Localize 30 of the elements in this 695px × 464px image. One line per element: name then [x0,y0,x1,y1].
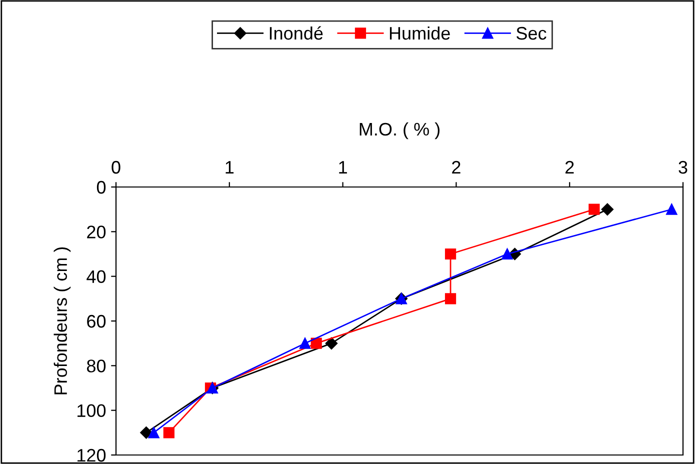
legend-label: Sec [516,26,546,40]
x-tick-label: 3 [678,160,688,174]
point [163,427,174,438]
y-tick-label: 20 [87,226,106,238]
x-tick-label: 1 [339,161,347,174]
x-tick-label: 2 [452,160,460,174]
point [601,203,614,216]
point [444,293,456,304]
x-tick-label: 2 [565,160,574,174]
y-tick-label: 40 [86,270,106,284]
point [666,204,678,215]
y-tick-label: 0 [96,180,106,194]
point [325,337,338,350]
point [310,338,322,349]
y-tick-label: 80 [86,360,106,372]
point [148,427,160,438]
y-tick-label: 60 [87,314,106,328]
point [588,204,600,215]
point [444,248,456,260]
point [502,248,513,260]
x-tick-label: 0 [112,160,120,174]
x-tick-label: 1 [226,161,234,174]
x-axis-title: M.O. ( % ) [360,122,440,140]
legend-label: Inondé [270,26,323,40]
y-tick-label: 120 [78,448,106,462]
y-tick-label: 100 [78,404,106,418]
y-axis-title: Profondeurs ( cm ) [54,247,71,394]
legend-label: Humide [390,26,450,40]
point [299,338,311,349]
point [140,426,152,439]
